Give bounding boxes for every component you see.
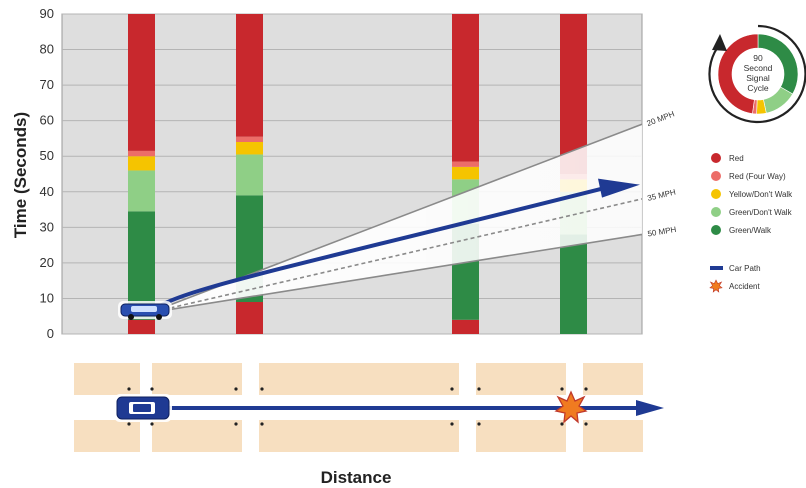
- road-block: [259, 363, 459, 395]
- legend-label-red: Red: [729, 154, 744, 163]
- legend: Red Red (Four Way) Yellow/Don't Walk Gre…: [709, 153, 793, 293]
- road-block: [259, 420, 459, 452]
- road-block: [152, 420, 242, 452]
- grid-lines: [62, 13, 642, 335]
- speed-line: [149, 233, 643, 314]
- y-tick-label: 60: [40, 113, 54, 128]
- arrow-icon: [712, 34, 727, 51]
- car-path-arrowhead: [598, 178, 640, 198]
- signal-cycle-diagram: 90 Second Signal Cycle: [708, 24, 806, 124]
- legend-label-car-path: Car Path: [729, 264, 761, 273]
- signal-bar-segment: [236, 14, 263, 137]
- signal-bar-segment: [128, 319, 155, 334]
- signal-cycle-donut: [717, 33, 799, 115]
- y-axis-label: Time (Seconds): [11, 112, 30, 238]
- signal-bar-segment: [560, 234, 587, 334]
- legend-label-yellow: Yellow/Don't Walk: [729, 190, 793, 199]
- y-tick-label: 70: [40, 77, 54, 92]
- y-axis: 0 10 20 30 40 50 60 70 80 90: [40, 6, 54, 341]
- speed-line: [149, 198, 643, 314]
- speed-cone: [150, 124, 642, 313]
- y-tick-label: 90: [40, 6, 54, 21]
- legend-swatch-yellow: [711, 189, 721, 199]
- road-block: [583, 363, 643, 395]
- signal-bar-segment: [452, 319, 479, 334]
- car-icon: [118, 301, 172, 320]
- y-tick-label: 50: [40, 148, 54, 163]
- legend-accident-star-icon: [709, 279, 723, 293]
- signal-bar-segment: [128, 170, 155, 212]
- y-tick-label: 20: [40, 255, 54, 270]
- signal-bar-segment: [452, 14, 479, 162]
- signal-bar-segment: [128, 14, 155, 151]
- legend-swatch-red-four-way: [711, 171, 721, 181]
- cycle-text-line-4: Cycle: [747, 83, 769, 93]
- explosion-star-icon: [554, 390, 588, 424]
- legend-label-red-four-way: Red (Four Way): [729, 172, 786, 181]
- signal-bar-segment: [236, 136, 263, 142]
- road-block: [583, 420, 643, 452]
- donut-segment: [717, 33, 759, 114]
- speed-label: 20 MPH: [645, 109, 675, 128]
- legend-swatch-car-path: [710, 266, 723, 270]
- cycle-text-line-3: Signal: [746, 73, 770, 83]
- road-block: [476, 420, 566, 452]
- y-tick-label: 40: [40, 184, 54, 199]
- signal-bar-segment: [452, 166, 479, 180]
- signal-bar-segment: [236, 142, 263, 155]
- cycle-text-line-2: Second: [744, 63, 773, 73]
- y-tick-label: 0: [47, 326, 54, 341]
- x-axis-label: Distance: [321, 468, 392, 487]
- speed-label: 50 MPH: [647, 225, 677, 238]
- signal-bar-segment: [128, 150, 155, 157]
- y-tick-label: 10: [40, 290, 54, 305]
- cycle-text-line-1: 90: [753, 53, 763, 63]
- legend-swatch-red: [711, 153, 721, 163]
- signal-bar-segment: [128, 156, 155, 171]
- road-map: [74, 363, 664, 452]
- cycle-direction-arrow: [708, 24, 806, 124]
- legend-swatch-green-walk: [711, 225, 721, 235]
- road-block: [476, 363, 566, 395]
- road-block: [152, 363, 242, 395]
- car-icon: [114, 394, 172, 422]
- signal-bar-segment: [236, 302, 263, 334]
- y-tick-label: 80: [40, 42, 54, 57]
- legend-label-green-walk: Green/Walk: [729, 226, 772, 235]
- y-tick-label: 30: [40, 219, 54, 234]
- legend-swatch-green-dont-walk: [711, 207, 721, 217]
- arrow-right-icon: [636, 400, 664, 416]
- legend-label-green-dont-walk: Green/Don't Walk: [729, 208, 793, 217]
- legend-label-accident: Accident: [729, 282, 760, 291]
- signal-bar-segment: [452, 161, 479, 167]
- speed-label: 35 MPH: [646, 188, 676, 203]
- signal-bar-segment: [236, 154, 263, 196]
- road-block: [74, 363, 140, 395]
- signal-post-dots: [127, 387, 588, 426]
